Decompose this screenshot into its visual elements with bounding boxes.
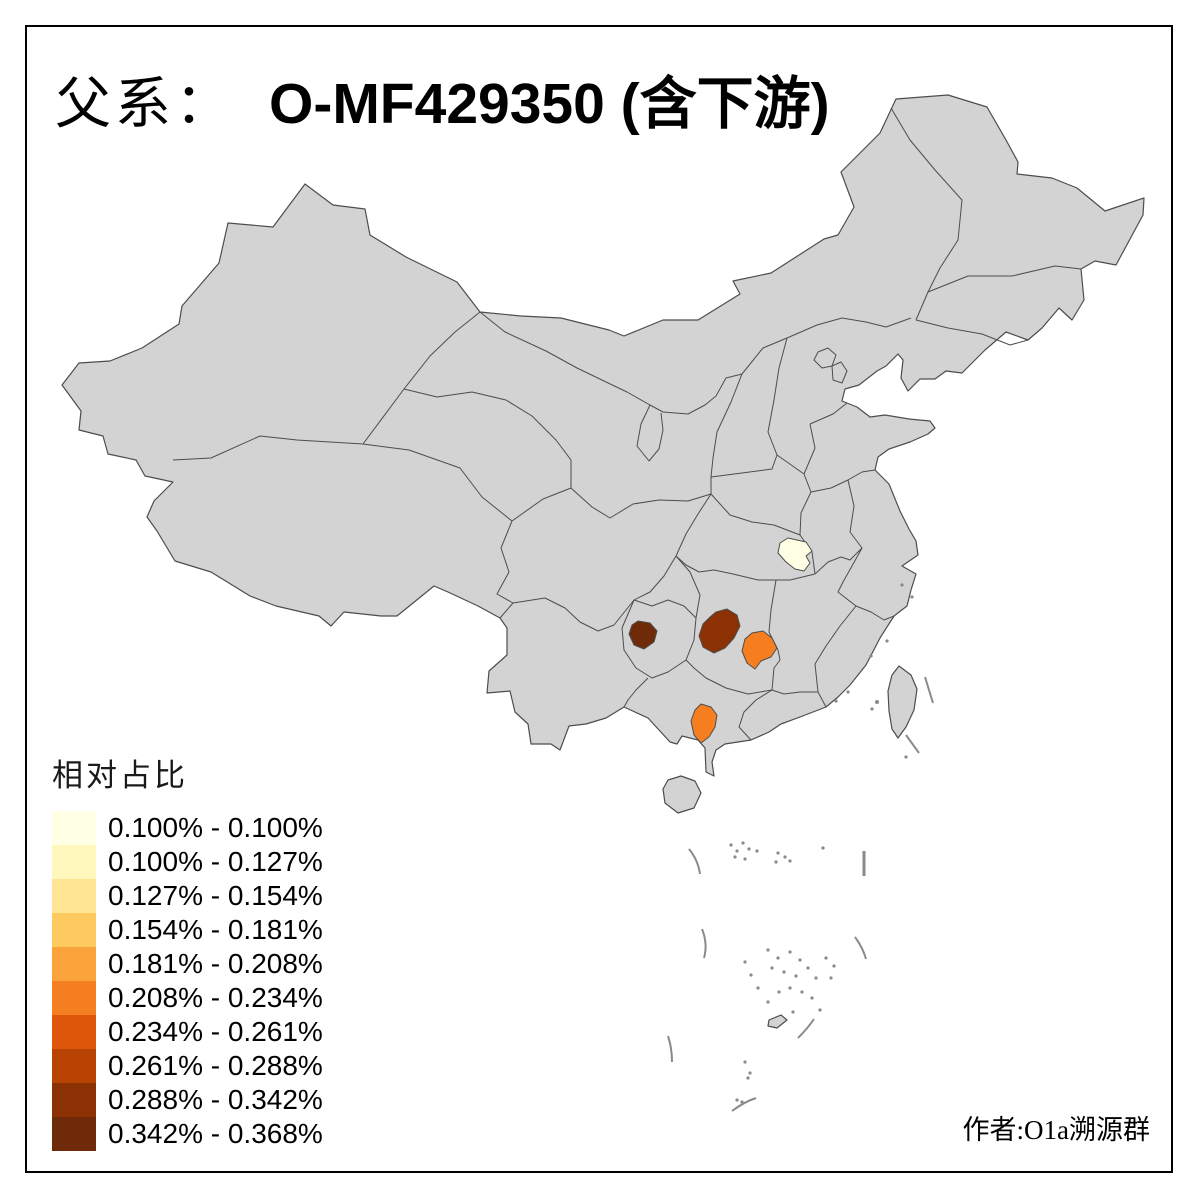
legend-label: 0.288% - 0.342% bbox=[108, 1084, 323, 1115]
china-mainland bbox=[61, 94, 1145, 777]
legend-row: 0.127% - 0.154% bbox=[52, 879, 323, 913]
choropleth-region-east-hubei bbox=[777, 537, 813, 572]
legend-label: 0.234% - 0.261% bbox=[108, 1016, 323, 1047]
legend-label: 0.181% - 0.208% bbox=[108, 948, 323, 979]
legend-row: 0.288% - 0.342% bbox=[52, 1083, 323, 1117]
choropleth-region-central-guizhou bbox=[628, 620, 658, 650]
sea-islets bbox=[729, 583, 914, 1104]
legend-swatch bbox=[52, 981, 96, 1015]
legend-label: 0.154% - 0.181% bbox=[108, 914, 323, 945]
legend-row: 0.234% - 0.261% bbox=[52, 1015, 323, 1049]
legend-label: 0.261% - 0.288% bbox=[108, 1050, 323, 1081]
choropleth-region-west-hunan bbox=[698, 608, 741, 654]
legend-label: 0.100% - 0.127% bbox=[108, 846, 323, 877]
legend-swatch bbox=[52, 1049, 96, 1083]
taiwan-island bbox=[887, 665, 918, 739]
figure-title: 父系： O-MF429350 (含下游) bbox=[55, 58, 830, 140]
figure-frame bbox=[25, 25, 1173, 1173]
choropleth-region-south-hunan bbox=[741, 630, 778, 670]
legend-swatch bbox=[52, 811, 96, 845]
south-china-sea-marks bbox=[667, 583, 934, 1112]
author-credit: 作者:O1a溯源群 bbox=[962, 1115, 1150, 1145]
province-borders bbox=[172, 107, 1082, 741]
legend-swatch bbox=[52, 1015, 96, 1049]
legend-row: 0.208% - 0.234% bbox=[52, 981, 323, 1015]
legend-label: 0.342% - 0.368% bbox=[108, 1118, 323, 1149]
legend-swatch bbox=[52, 1083, 96, 1117]
legend-swatch bbox=[52, 947, 96, 981]
title-haplogroup: O-MF429350 (含下游) bbox=[269, 72, 830, 136]
legend-label: 0.100% - 0.100% bbox=[108, 812, 323, 843]
legend-row: 0.261% - 0.288% bbox=[52, 1049, 323, 1083]
legend-row: 0.181% - 0.208% bbox=[52, 947, 323, 981]
legend-row: 0.154% - 0.181% bbox=[52, 913, 323, 947]
legend-row: 0.342% - 0.368% bbox=[52, 1117, 323, 1151]
legend-row: 0.100% - 0.100% bbox=[52, 811, 323, 845]
choropleth-region-southeast-guangxi bbox=[690, 703, 718, 744]
legend-rows: 0.100% - 0.100% 0.100% - 0.127% 0.127% -… bbox=[52, 811, 323, 1151]
legend-swatch bbox=[52, 1117, 96, 1151]
legend-swatch bbox=[52, 913, 96, 947]
legend-swatch bbox=[52, 845, 96, 879]
sea-islet-polygon bbox=[767, 1014, 788, 1029]
title-prefix: 父系： bbox=[55, 74, 235, 136]
choropleth-regions bbox=[628, 537, 813, 744]
legend-label: 0.127% - 0.154% bbox=[108, 880, 323, 911]
legend-title: 相对占比 bbox=[52, 758, 188, 793]
legend-row: 0.100% - 0.127% bbox=[52, 845, 323, 879]
map-legend: 相对占比 0.100% - 0.100% 0.100% - 0.127% 0.1… bbox=[52, 750, 323, 1151]
legend-label: 0.208% - 0.234% bbox=[108, 982, 323, 1013]
hainan-island bbox=[662, 775, 702, 814]
legend-swatch bbox=[52, 879, 96, 913]
